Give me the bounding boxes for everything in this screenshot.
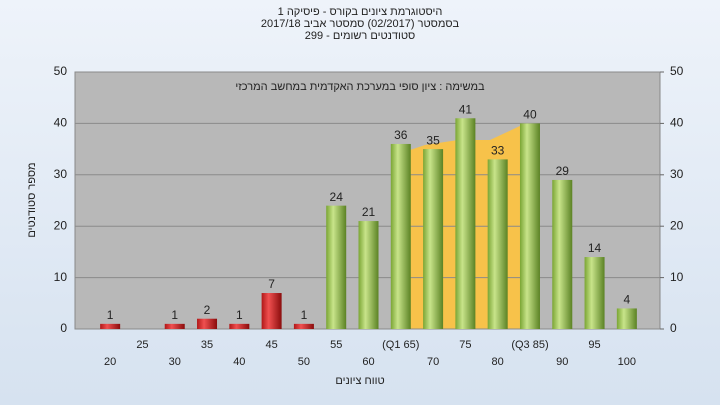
y-axis-label: מספר סטודנטים [26, 162, 38, 237]
value-label: 1 [301, 308, 308, 322]
value-label: 2 [204, 303, 211, 317]
chart-subtitle: סטודנטים רשומים - 299 [305, 30, 416, 42]
chart-subtitle: בסמסטר (02/2017) סמסטר אביב 2017/18 [261, 18, 460, 30]
x-tick-label: 80 [492, 356, 504, 368]
x-tick-label: 55 [330, 339, 342, 351]
y-tick-label: 50 [54, 64, 68, 78]
y-tick-label: 40 [54, 116, 68, 130]
x-axis-label: טווח ציונים [335, 375, 384, 387]
annotation: במשימה : ציון סופי במערכת האקדמית במחשב … [235, 81, 485, 93]
value-label: 7 [268, 277, 275, 291]
value-label: 1 [171, 308, 178, 322]
x-tick-label: 95 [588, 339, 600, 351]
bar [229, 323, 250, 329]
bar [197, 318, 218, 329]
y-tick-label: 0 [60, 321, 67, 335]
value-label: 33 [491, 144, 505, 158]
value-label: 24 [330, 190, 344, 204]
value-label: 1 [236, 308, 243, 322]
bar [584, 257, 605, 329]
bar [164, 323, 185, 329]
y2-tick-label: 20 [670, 218, 684, 232]
y-tick-label: 30 [54, 167, 68, 181]
bar [358, 221, 379, 329]
x-tick-label: (Q3 85) [511, 339, 548, 351]
chart-title: היסטוגרמת ציונים בקורס - פיסיקה 1 [278, 6, 443, 18]
bar [390, 143, 411, 329]
y2-tick-label: 10 [670, 270, 684, 284]
bar [293, 323, 314, 329]
x-tick-label: 60 [362, 356, 374, 368]
x-tick-label: 45 [265, 339, 277, 351]
value-label: 21 [362, 205, 376, 219]
x-tick-label: 35 [201, 339, 213, 351]
x-tick-label: 50 [298, 356, 310, 368]
value-label: 41 [459, 102, 473, 116]
bar [487, 159, 508, 329]
value-label: 4 [624, 293, 631, 307]
x-tick-label: 90 [556, 356, 568, 368]
x-tick-label: 30 [169, 356, 181, 368]
x-tick-label: (Q1 65) [382, 339, 419, 351]
x-tick-label: 40 [233, 356, 245, 368]
y2-tick-label: 0 [670, 321, 677, 335]
x-tick-label: 20 [104, 356, 116, 368]
y2-tick-label: 40 [670, 116, 684, 130]
bar [455, 118, 476, 329]
value-label: 35 [426, 133, 440, 147]
value-label: 29 [556, 164, 570, 178]
y-tick-label: 20 [54, 218, 68, 232]
value-label: 40 [523, 108, 537, 122]
y2-tick-label: 50 [670, 64, 684, 78]
y-tick-label: 10 [54, 270, 68, 284]
bar [100, 323, 121, 329]
bar [616, 308, 637, 329]
x-tick-label: 75 [459, 339, 471, 351]
value-label: 1 [107, 308, 114, 322]
bar [261, 293, 282, 329]
bar [519, 123, 540, 330]
value-label: 14 [588, 241, 602, 255]
x-tick-label: 25 [136, 339, 148, 351]
bar [552, 179, 573, 329]
y2-tick-label: 30 [670, 167, 684, 181]
x-tick-label: 100 [618, 356, 636, 368]
x-tick-label: 70 [427, 356, 439, 368]
bar [326, 205, 347, 329]
bar [423, 149, 444, 329]
value-label: 36 [394, 128, 408, 142]
